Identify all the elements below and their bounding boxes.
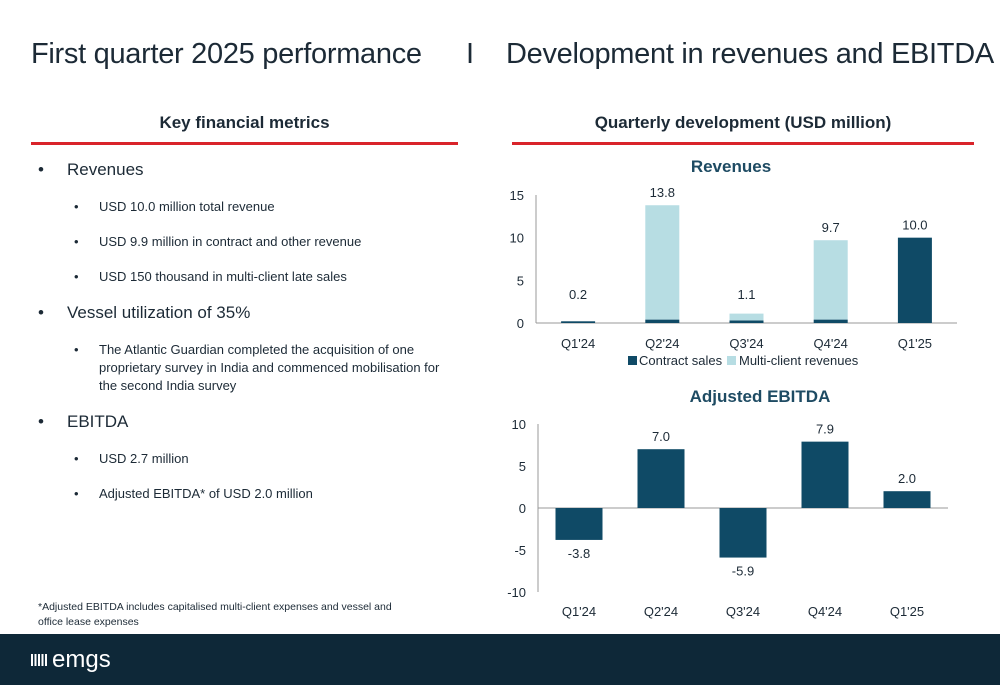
emgs-logo: emgs	[31, 646, 111, 674]
ebitda-value-label: 2.0	[898, 471, 916, 486]
ebitda-bar	[883, 491, 931, 508]
rev-bar-contract	[813, 319, 848, 323]
rev-total-label: 10.0	[902, 218, 927, 233]
ebitda-x-tick-label: Q4'24	[808, 604, 842, 619]
page-title: First quarter 2025 performance	[31, 38, 422, 70]
rev-y-tick-label: 0	[517, 316, 524, 331]
metrics-list: Revenues USD 10.0 million total revenue …	[38, 160, 458, 520]
ebitda-y-tick-label: 0	[519, 501, 526, 516]
ebitda-chart-title: Adjusted EBITDA	[689, 387, 831, 406]
rev-x-tick-label: Q2'24	[645, 336, 679, 351]
key-metrics-rule	[31, 142, 458, 145]
rev-bar-multiclient	[729, 313, 764, 321]
title-separator: I	[466, 38, 474, 70]
rev-bar-contract	[897, 237, 932, 323]
bullet-revenues: Revenues	[38, 160, 458, 180]
ebitda-y-tick-label: -5	[514, 543, 526, 558]
logo-text: emgs	[52, 646, 111, 673]
footnote: *Adjusted EBITDA includes capitalised mu…	[38, 601, 392, 628]
sub-bullet: USD 2.7 million	[38, 450, 458, 468]
rev-x-tick-label: Q4'24	[814, 336, 848, 351]
quarterly-heading: Quarterly development (USD million)	[594, 113, 892, 132]
sub-bullet: The Atlantic Guardian completed the acqu…	[38, 341, 458, 395]
ebitda-bar	[801, 441, 849, 508]
rev-x-tick-label: Q1'24	[561, 336, 595, 351]
legend-swatch-contract	[628, 356, 637, 365]
key-metrics-heading: Key financial metrics	[159, 113, 330, 132]
page-subtitle: Development in revenues and EBITDA	[506, 38, 994, 70]
rev-total-label: 9.7	[822, 220, 840, 235]
charts-canvas: 0 5 10 15 0.2 Q1'24 13.8 Q2'24 1.1 Q3'24 9.7 Q4'24 1…	[507, 185, 957, 619]
ebitda-x-tick-label: Q3'24	[726, 604, 760, 619]
ebitda-value-label: -3.8	[568, 546, 590, 561]
sub-bullet: USD 10.0 million total revenue	[38, 198, 458, 216]
ebitda-y-tick-label: -10	[507, 585, 526, 600]
ebitda-x-tick-label: Q1'24	[562, 604, 596, 619]
rev-x-tick-label: Q1'25	[898, 336, 932, 351]
ebitda-value-label: 7.0	[652, 429, 670, 444]
legend-label-contract: Contract sales	[639, 353, 723, 368]
rev-bar-contract	[645, 319, 680, 323]
revenues-chart-title: Revenues	[690, 157, 772, 176]
bullet-ebitda: EBITDA	[38, 412, 458, 432]
rev-total-label: 13.8	[650, 185, 675, 200]
ebitda-x-tick-label: Q2'24	[644, 604, 678, 619]
sub-bullet: USD 150 thousand in multi-client late sa…	[38, 268, 458, 286]
ebitda-bar	[555, 508, 603, 540]
rev-y-tick-label: 15	[510, 188, 524, 203]
rev-y-tick-label: 5	[517, 273, 524, 288]
rev-bar-contract	[561, 321, 596, 323]
rev-y-tick-label: 10	[510, 231, 524, 246]
footer-bar: emgs	[0, 634, 1000, 685]
ebitda-bar	[719, 508, 767, 558]
rev-bar-contract	[729, 320, 764, 323]
ebitda-value-label: 7.9	[816, 422, 834, 437]
rev-bar-multiclient	[813, 240, 848, 320]
quarterly-rule	[512, 142, 974, 145]
bullet-vessel-utilization: Vessel utilization of 35%	[38, 303, 458, 323]
ebitda-y-tick-label: 5	[519, 459, 526, 474]
legend-label-multiclient: Multi-client revenues	[739, 353, 859, 368]
rev-bar-multiclient	[645, 205, 680, 320]
ebitda-y-tick-label: 10	[512, 417, 526, 432]
ebitda-x-tick-label: Q1'25	[890, 604, 924, 619]
rev-x-tick-label: Q3'24	[729, 336, 763, 351]
logo-mark-icon	[31, 654, 47, 666]
ebitda-value-label: -5.9	[732, 564, 754, 579]
sub-bullet: USD 9.9 million in contract and other re…	[38, 233, 458, 251]
sub-bullet: Adjusted EBITDA* of USD 2.0 million	[38, 485, 458, 503]
legend-swatch-multiclient	[727, 356, 736, 365]
rev-total-label: 0.2	[569, 287, 587, 302]
rev-total-label: 1.1	[737, 287, 755, 302]
ebitda-bar	[637, 449, 685, 508]
